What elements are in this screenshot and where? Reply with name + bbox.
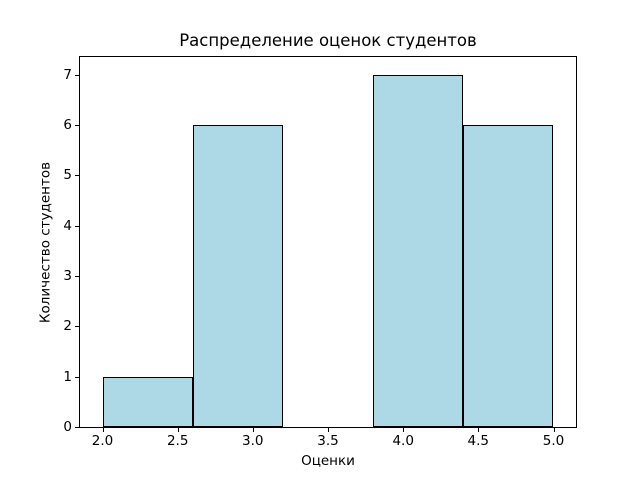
- x-tick-mark: [252, 428, 254, 432]
- x-tick-label: 4.5: [467, 433, 490, 449]
- y-tick-label: 7: [63, 66, 72, 83]
- x-tick-label: 4.0: [392, 433, 414, 449]
- y-tick-label: 2: [63, 318, 72, 335]
- y-tick-mark: [75, 175, 79, 177]
- y-tick-mark: [75, 225, 79, 227]
- y-tick-label: 0: [63, 419, 72, 435]
- x-tick-label: 2.0: [91, 433, 114, 449]
- bars-layer: [80, 57, 576, 427]
- x-tick-mark: [102, 428, 104, 432]
- chart-title: Распределение оценок студентов: [179, 31, 477, 50]
- y-tick-mark: [75, 276, 79, 277]
- y-tick-mark: [75, 125, 79, 126]
- y-tick-label: 3: [63, 268, 72, 284]
- y-tick-label: 6: [63, 117, 72, 133]
- x-tick-mark: [403, 428, 405, 432]
- x-tick-mark: [177, 428, 179, 432]
- y-tick-label: 1: [63, 368, 72, 385]
- x-tick-mark: [553, 428, 555, 432]
- y-tick-mark: [75, 376, 79, 378]
- x-tick-label: 5.0: [542, 433, 565, 449]
- x-tick-label: 3.5: [317, 433, 339, 449]
- plot-area: [79, 56, 577, 428]
- histogram-bar: [463, 125, 554, 427]
- histogram-bar: [102, 376, 193, 427]
- y-tick-label: 5: [63, 167, 72, 184]
- y-tick-mark: [75, 427, 79, 428]
- y-tick-mark: [75, 74, 79, 76]
- histogram-bar: [192, 125, 283, 427]
- x-tick-mark: [328, 428, 329, 432]
- y-tick-mark: [75, 326, 79, 328]
- x-tick-label: 2.5: [166, 433, 189, 449]
- x-axis-label: Оценки: [301, 453, 355, 469]
- x-tick-mark: [478, 428, 480, 432]
- histogram-bar: [373, 74, 464, 427]
- y-tick-label: 4: [63, 217, 72, 234]
- x-tick-label: 3.0: [242, 433, 264, 449]
